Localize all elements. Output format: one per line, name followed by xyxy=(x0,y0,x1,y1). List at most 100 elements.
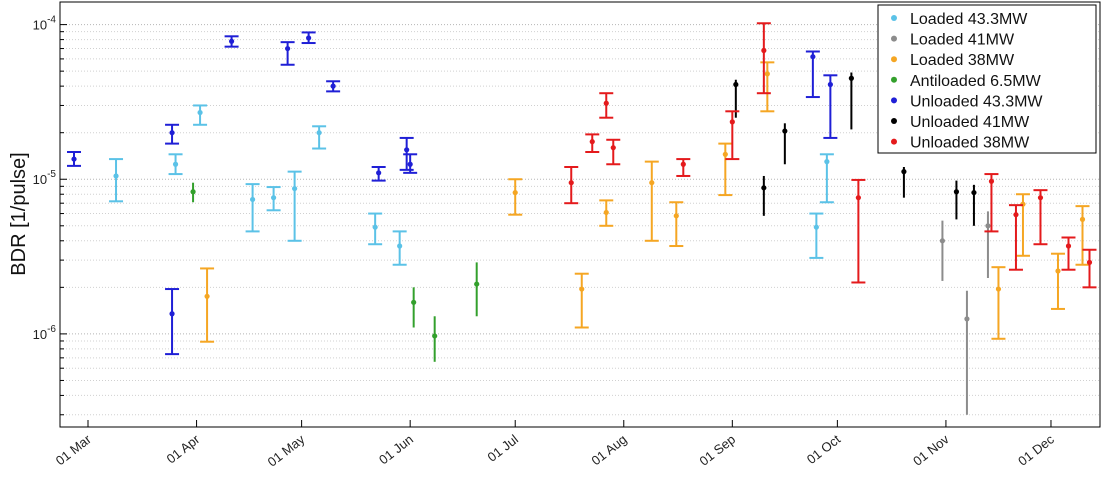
x-tick-label: 01 Sep xyxy=(696,432,738,469)
marker xyxy=(579,286,585,292)
marker xyxy=(1065,243,1072,249)
data-point xyxy=(392,230,407,266)
data-point xyxy=(1050,252,1065,310)
x-tick-label: 01 Jul xyxy=(484,431,521,464)
data-point xyxy=(805,50,820,99)
marker xyxy=(204,293,210,299)
series-6 xyxy=(564,22,1097,289)
marker xyxy=(603,209,609,216)
marker xyxy=(813,224,819,230)
marker xyxy=(761,185,767,191)
marker xyxy=(411,299,417,305)
data-point xyxy=(1015,193,1030,257)
marker xyxy=(306,35,312,41)
marker xyxy=(172,161,179,167)
marker xyxy=(292,185,298,192)
data-point xyxy=(193,104,208,126)
marker xyxy=(988,178,995,184)
marker xyxy=(169,130,175,136)
marker xyxy=(372,224,378,230)
legend-label: Loaded 43.3MW xyxy=(910,11,1028,28)
marker xyxy=(782,128,788,134)
marker xyxy=(568,180,574,186)
y-tick-label: 10-6 xyxy=(33,324,57,342)
data-point xyxy=(411,287,417,328)
marker xyxy=(855,195,861,201)
data-point xyxy=(718,142,733,197)
marker xyxy=(190,189,196,195)
marker xyxy=(228,38,235,44)
marker xyxy=(589,139,595,145)
x-tick-label: 01 Jun xyxy=(376,432,416,468)
legend-marker xyxy=(891,97,897,104)
data-point xyxy=(67,151,82,167)
marker xyxy=(1013,212,1019,218)
marker xyxy=(1037,195,1044,201)
marker xyxy=(71,156,77,162)
data-point xyxy=(168,153,183,176)
x-tick-label: 01 Mar xyxy=(53,431,95,468)
data-point xyxy=(644,160,659,242)
legend-marker xyxy=(891,118,897,124)
marker xyxy=(113,173,119,179)
data-point xyxy=(984,173,999,233)
data-point xyxy=(599,92,614,119)
marker xyxy=(971,189,977,196)
series-5 xyxy=(733,72,977,226)
data-point xyxy=(953,180,960,220)
marker xyxy=(404,147,410,153)
data-point xyxy=(508,178,523,216)
data-point xyxy=(823,74,838,139)
plot-frame xyxy=(59,1,1101,428)
legend-marker xyxy=(891,138,897,145)
marker xyxy=(397,243,403,249)
data-point xyxy=(1033,189,1048,246)
data-point xyxy=(326,80,341,93)
marker xyxy=(953,189,960,195)
data-point xyxy=(725,110,740,161)
data-point xyxy=(224,35,239,48)
marker xyxy=(764,71,770,77)
data-point xyxy=(1061,236,1076,271)
data-point xyxy=(474,262,480,317)
marker xyxy=(761,47,767,54)
data-point xyxy=(1075,205,1090,266)
data-point xyxy=(200,267,215,343)
data-point xyxy=(809,212,824,259)
y-tick-label: 10-5 xyxy=(33,169,57,187)
legend-marker xyxy=(891,76,897,83)
marker xyxy=(824,159,830,165)
data-point xyxy=(287,170,302,242)
data-point xyxy=(165,123,180,145)
marker xyxy=(901,169,907,175)
marker xyxy=(249,196,256,203)
data-point xyxy=(599,199,614,227)
data-point xyxy=(564,166,579,205)
data-point xyxy=(368,212,383,246)
legend-box xyxy=(877,4,1097,154)
data-point xyxy=(901,167,907,198)
marker xyxy=(512,189,518,196)
data-point xyxy=(266,186,281,212)
data-point xyxy=(760,61,775,113)
marker xyxy=(733,81,739,88)
marker xyxy=(316,130,322,136)
marker xyxy=(995,286,1002,292)
data-point xyxy=(585,133,600,154)
data-point xyxy=(301,31,316,45)
y-tick-label: 10-4 xyxy=(33,15,57,33)
data-point xyxy=(1082,248,1097,289)
data-point xyxy=(971,184,977,226)
marker xyxy=(432,333,438,339)
data-point xyxy=(782,123,788,165)
x-tick-label: 01 Aug xyxy=(588,432,629,469)
legend-marker xyxy=(891,56,897,63)
data-point xyxy=(676,158,691,177)
y-axis-label: BDR [1/pulse] xyxy=(8,152,30,275)
marker xyxy=(610,145,616,151)
data-point xyxy=(756,22,771,95)
data-point xyxy=(190,182,196,203)
data-point xyxy=(964,290,970,415)
marker xyxy=(1055,268,1061,274)
